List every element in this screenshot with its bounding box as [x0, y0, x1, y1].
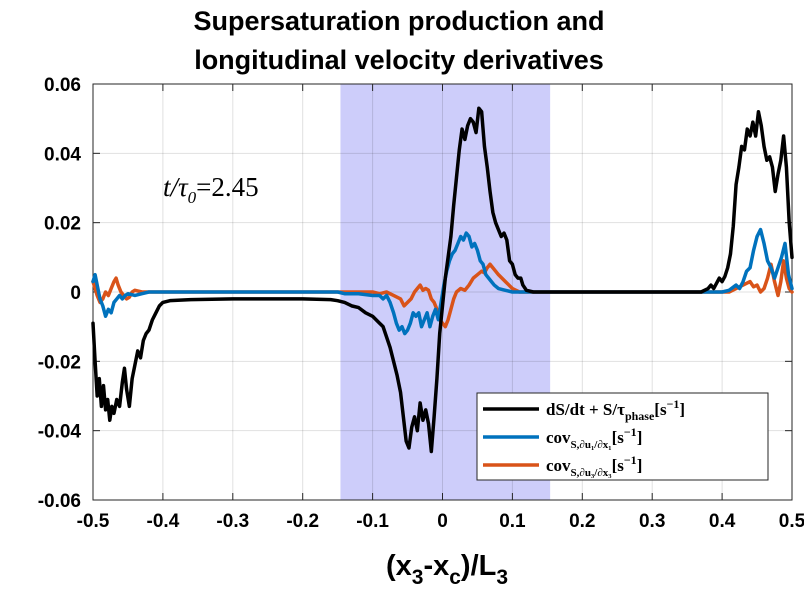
legend-entry-2-close: ] [637, 456, 643, 475]
legend-entry-2-main: cov [546, 456, 571, 475]
x-axis-label: (x3-xc)/L3 [386, 550, 508, 589]
x-axis-label-sub-3: 3 [496, 566, 508, 589]
y-tick-label-6: 0.06 [44, 75, 81, 96]
legend-entry-0-unit: [s [654, 400, 667, 419]
y-tick-label-0: -0.06 [38, 491, 81, 512]
x-tick-label-9: 0.4 [709, 511, 736, 532]
x-axis-label-close: )/L [461, 550, 496, 582]
x-tick-label-7: 0.2 [569, 511, 595, 532]
chart-title-line-2: longitudinal velocity derivatives [194, 45, 604, 75]
x-tick-label-5: 0 [437, 511, 448, 532]
x-axis-label-sub-2: c [449, 566, 461, 589]
x-axis-label-text: (x3-xc)/L3 [386, 550, 508, 589]
legend-entry-2-unit: [s [612, 456, 625, 475]
legend-entry-2-label: covS,∂u₃/∂x₃[s−1] [546, 453, 642, 479]
series-line-0 [91, 106, 794, 454]
series-line-2 [91, 259, 794, 329]
y-tick-label-5: 0.04 [44, 144, 81, 165]
x-tick-label-2: -0.3 [216, 511, 249, 532]
y-tick-label-1: -0.04 [38, 422, 82, 443]
x-tick-label-0: -0.5 [77, 511, 110, 532]
legend-entry-1-label: covS,∂u₁/∂x₁[s−1] [546, 425, 642, 451]
time-annotation-lhs: t/τ [163, 172, 189, 202]
x-tick-label-3: -0.2 [286, 511, 319, 532]
x-axis-label-mid: -x [423, 550, 449, 582]
y-tick-label-2: -0.02 [38, 352, 81, 373]
legend-entry-1-unit: [s [612, 428, 625, 447]
legend: dS/dt + S/τphase[s−1] covS,∂u₁/∂x₁[s−1] … [476, 392, 769, 481]
x-tick-label-4: -0.1 [356, 511, 389, 532]
legend-entry-0-sup: −1 [667, 397, 680, 411]
legend-entry-0-label: dS/dt + S/τphase[s−1] [546, 397, 685, 423]
chart-title-line-1: Supersaturation production and [193, 6, 604, 36]
series-line-1 [91, 227, 794, 336]
y-tick-label-3: 0 [70, 283, 81, 304]
legend-entry-0-close: ] [679, 400, 685, 419]
legend-entry-1-close: ] [637, 428, 643, 447]
legend-entry-1-main: cov [546, 428, 571, 447]
x-tick-label-6: 0.1 [499, 511, 526, 532]
legend-entry-0-sub: phase [625, 409, 655, 423]
legend-entry-2-sub: S,∂u₃/∂x₃ [571, 467, 613, 479]
legend-entry-0-main: dS/dt + S/τ [546, 400, 625, 419]
legend-entry-2-sup: −1 [624, 453, 637, 467]
time-annotation-sub: 0 [188, 188, 197, 207]
x-tick-label-8: 0.3 [639, 511, 665, 532]
x-tick-label-10: 0.5 [779, 511, 804, 532]
x-axis-label-sub-1: 3 [412, 566, 424, 589]
plot-area: -0.5 -0.4 -0.3 -0.2 -0.1 0 0.1 0.2 0.3 0.4 0.5 -0.0… [38, 75, 804, 532]
x-axis-label-open: (x [386, 550, 412, 582]
legend-entry-1-sup: −1 [624, 425, 637, 439]
time-annotation: t/τ0=2.45 [163, 172, 259, 207]
legend-entry-1-sub: S,∂u₁/∂x₁ [571, 439, 612, 451]
time-annotation-rhs: =2.45 [196, 172, 258, 202]
x-tick-label-1: -0.4 [147, 511, 180, 532]
y-tick-label-4: 0.02 [44, 214, 81, 235]
